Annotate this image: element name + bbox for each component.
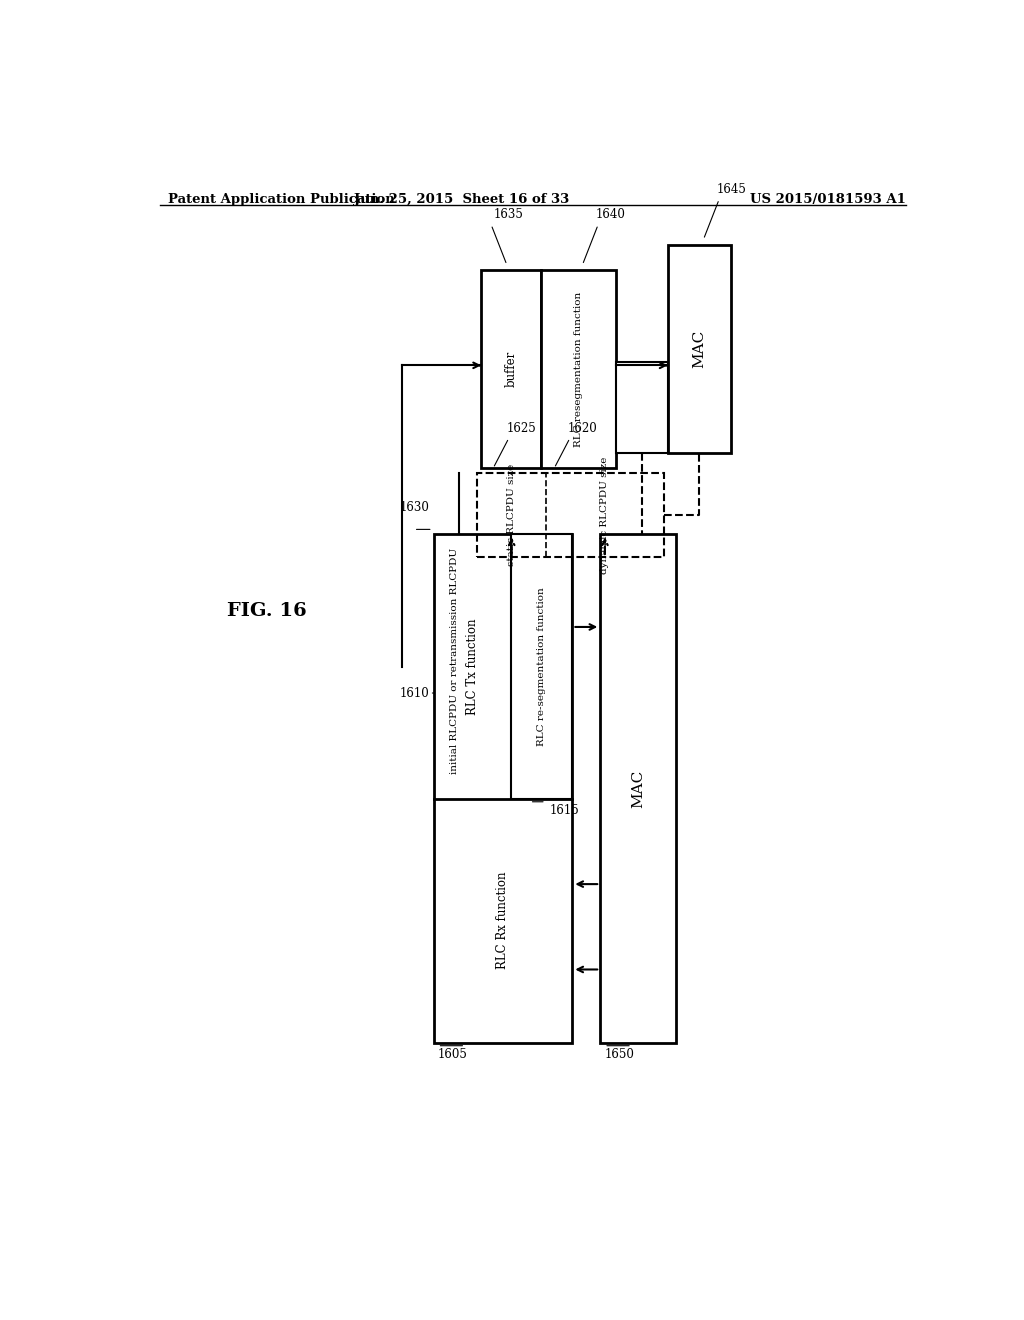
Text: RLC resegmentation function: RLC resegmentation function: [573, 292, 583, 447]
Bar: [481, 271, 541, 469]
Text: initial RLCPDU or retransmission RLCPDU: initial RLCPDU or retransmission RLCPDU: [450, 548, 459, 774]
Text: 1605: 1605: [437, 1048, 467, 1061]
Text: MAC: MAC: [692, 330, 707, 368]
Text: RLC re-segmentation function: RLC re-segmentation function: [538, 587, 547, 746]
Bar: [541, 271, 616, 469]
Bar: [477, 474, 664, 557]
Bar: [600, 535, 676, 1043]
Bar: [668, 244, 731, 453]
Text: RLC Tx function: RLC Tx function: [466, 618, 479, 715]
Bar: [616, 362, 668, 453]
Text: Jun. 25, 2015  Sheet 16 of 33: Jun. 25, 2015 Sheet 16 of 33: [353, 193, 569, 206]
Text: 1625: 1625: [507, 422, 537, 434]
Text: US 2015/0181593 A1: US 2015/0181593 A1: [750, 193, 905, 206]
Text: 1645: 1645: [717, 183, 746, 195]
Text: 1640: 1640: [596, 209, 626, 222]
Text: 1610: 1610: [399, 686, 430, 700]
Text: RLC Rx function: RLC Rx function: [497, 873, 510, 969]
Bar: [433, 535, 572, 1043]
Text: MAC: MAC: [631, 770, 645, 808]
Text: dynamic RLCPDU size: dynamic RLCPDU size: [600, 457, 609, 574]
Text: 1615: 1615: [550, 804, 580, 817]
Text: buffer: buffer: [505, 351, 517, 388]
Text: 1620: 1620: [567, 422, 597, 434]
Text: 1635: 1635: [494, 209, 523, 222]
Text: static RLCPDU size: static RLCPDU size: [507, 465, 516, 566]
Text: FIG. 16: FIG. 16: [227, 602, 307, 619]
Bar: [511, 535, 572, 799]
Text: 1630: 1630: [399, 502, 430, 515]
Text: Patent Application Publication: Patent Application Publication: [168, 193, 394, 206]
Text: 1650: 1650: [604, 1048, 634, 1061]
